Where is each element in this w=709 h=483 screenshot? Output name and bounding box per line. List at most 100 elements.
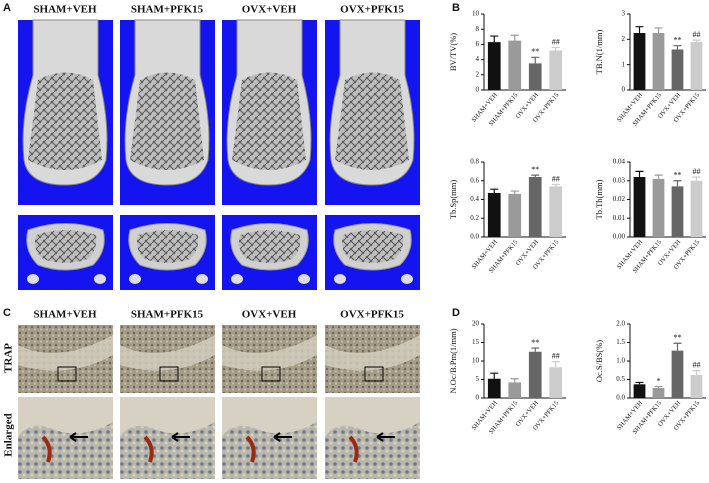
microct-image [17,19,114,206]
bar [633,177,646,237]
significance-label: ## [693,167,701,176]
panel-label: A [3,2,11,14]
bar [690,180,703,237]
microct-slice [221,214,318,291]
bar [671,186,684,237]
enlarged-image [220,395,319,481]
error-bar [635,170,644,177]
y-axis-label: Oc.S/BS(%) [594,340,604,382]
error-bar [654,174,663,179]
error-bar [692,39,701,42]
microct-slice [17,214,114,291]
error-bar [551,183,560,187]
y-axis-label: N.Oc/B.Pm(1/mm) [448,328,458,393]
column-header: OVX+PFK15 [340,4,404,16]
significance-label: ** [674,171,682,180]
y-tick-label: 20 [472,320,480,328]
error-bar [490,188,499,193]
error-bar [551,46,560,51]
bar [528,177,542,237]
error-bar [510,190,519,194]
error-bar [654,27,663,33]
error-bar [654,385,663,389]
microct-slice [324,214,421,291]
significance-label: ** [674,35,682,44]
bar [528,63,542,90]
microct-image [221,19,318,206]
trap-image [324,324,421,394]
y-tick-label: 0.00 [613,233,626,241]
bar [549,186,563,237]
column-header: OVX+VEH [242,4,297,16]
y-tick-label: 0.03 [613,176,626,184]
y-tick-label: 0.6 [470,176,479,184]
error-bar [510,34,519,41]
significance-label: ** [531,165,539,174]
y-tick-label: 0.4 [470,195,479,203]
bar [633,33,646,90]
column-header: OVX+VEH [242,309,297,321]
column-header: SHAM+PFK15 [131,309,204,321]
y-tick-label: 2 [476,70,480,78]
column-header: SHAM+PFK15 [131,4,204,16]
y-axis-label: BV/TV(%) [448,33,458,71]
error-bar [490,372,499,379]
y-tick-label: 0 [476,394,480,402]
y-tick-label: 0.2 [470,214,479,222]
y-tick-label: 6 [476,40,480,48]
bar [528,351,542,398]
y-tick-label: 0.02 [613,195,626,203]
y-tick-label: 2 [622,35,626,43]
y-tick-label: 8 [476,25,480,33]
y-tick-label: 2.0 [616,320,625,328]
bar [671,350,684,398]
y-tick-label: 3 [622,10,626,18]
column-header: OVX+PFK15 [340,309,404,321]
y-tick-label: 10 [472,10,480,18]
bar [690,41,703,90]
bar [487,378,501,398]
error-bar [490,35,499,43]
significance-label: ## [552,174,560,183]
bar [652,33,665,90]
y-tick-label: 1.0 [616,357,625,365]
microct-image [324,19,421,206]
trap-image [221,324,318,394]
panel-label: B [452,2,460,14]
bar [508,193,522,237]
microct-image [119,19,216,206]
error-bar [673,45,682,50]
y-tick-label: 0.0 [470,233,479,241]
bar [652,178,665,237]
error-bar [635,381,644,385]
error-bar [531,56,540,64]
y-tick-label: 15 [472,338,480,346]
y-axis-label: TB.N(1/mm) [594,30,604,75]
bar [487,42,501,90]
bar [633,384,646,398]
y-tick-label: 4 [476,55,480,63]
y-tick-label: 0.04 [613,158,626,166]
microct-slice [119,214,216,291]
bar [652,388,665,398]
error-bar [551,361,560,368]
row-label: Enlarged [3,413,15,456]
column-header: SHAM+VEH [33,309,97,321]
trap-image [17,324,114,394]
y-tick-label: 0.01 [613,214,626,222]
significance-label: ** [531,47,539,56]
error-bar [692,176,701,181]
error-bar [673,180,682,187]
bar [671,49,684,90]
error-bar [673,342,682,351]
enlarged-image [118,395,217,481]
y-tick-label: 0.0 [616,394,625,402]
error-bar [531,174,540,177]
error-bar [692,370,701,376]
significance-label: ** [674,333,682,342]
y-tick-label: 0 [476,86,480,94]
bar [549,50,563,90]
bar [508,40,522,90]
bar [549,367,563,398]
